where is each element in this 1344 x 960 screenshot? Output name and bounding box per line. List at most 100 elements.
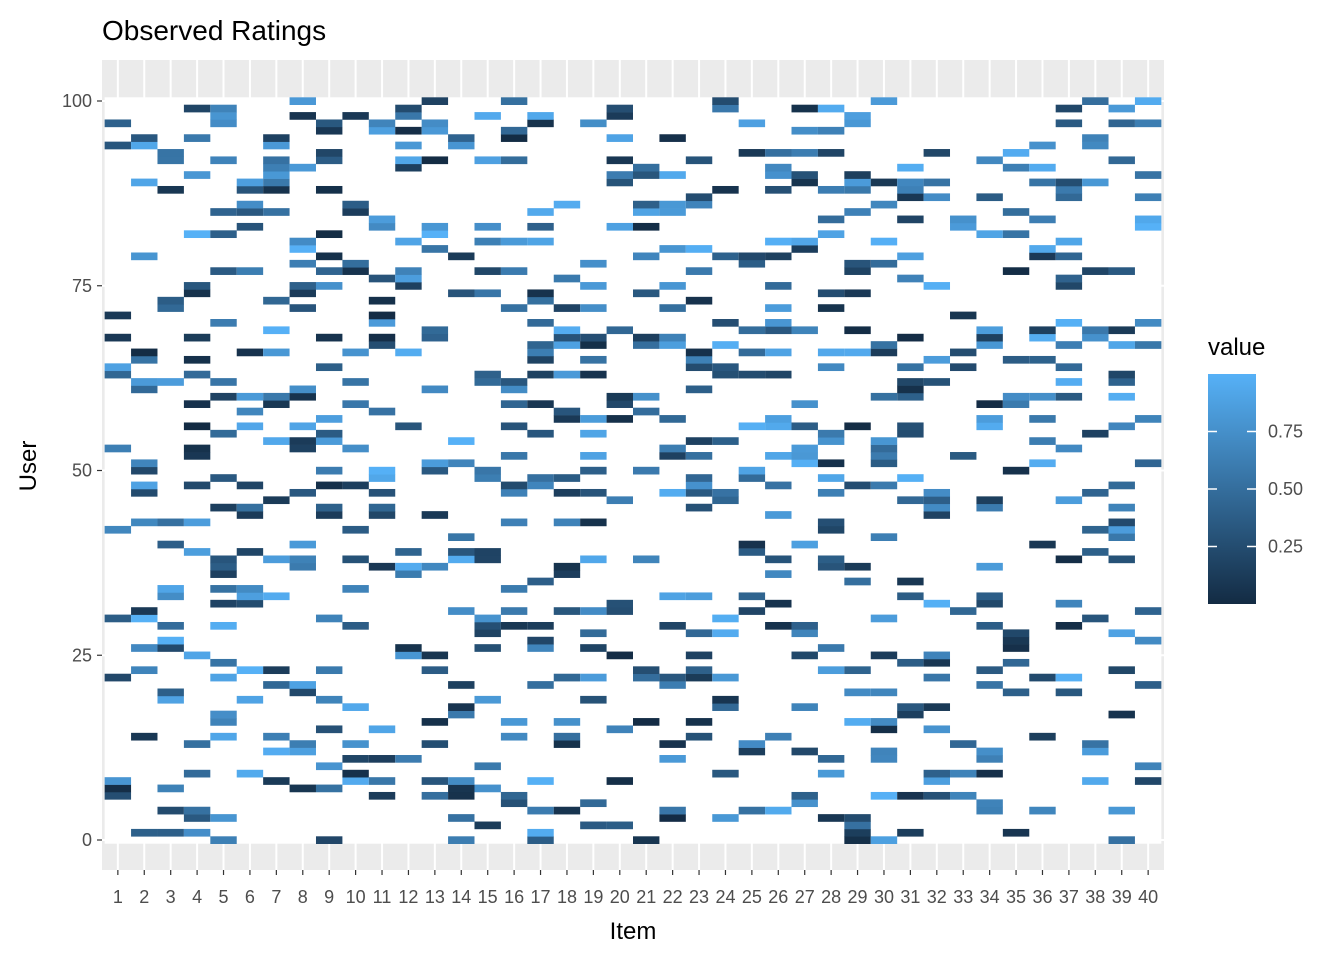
heatmap-cell — [1108, 119, 1135, 128]
heatmap-cell — [870, 444, 898, 453]
heatmap-cell — [923, 282, 951, 290]
heatmap-cell — [923, 777, 951, 785]
heatmap-cell — [1108, 629, 1135, 638]
heatmap-cell — [580, 695, 607, 704]
heatmap-cell — [500, 791, 528, 800]
heatmap-cell — [844, 481, 871, 490]
heatmap-cell — [765, 163, 792, 172]
heatmap-cell — [633, 222, 660, 231]
heatmap-cell — [1082, 333, 1109, 342]
heatmap-cell — [395, 651, 422, 660]
heatmap-cell — [236, 185, 264, 194]
heatmap-cell — [368, 503, 396, 512]
heatmap-cell — [368, 222, 396, 231]
heatmap-cell — [368, 319, 396, 327]
heatmap-cell — [580, 799, 607, 808]
heatmap-cell — [421, 333, 449, 342]
heatmap-cell — [183, 355, 211, 364]
heatmap-cell — [289, 688, 316, 697]
heatmap-cell — [844, 259, 871, 268]
heatmap-cell — [157, 304, 184, 312]
heatmap-cell — [448, 814, 475, 822]
heatmap-cell — [421, 466, 449, 475]
heatmap-cell — [104, 784, 132, 793]
heatmap-cell — [817, 348, 845, 357]
heatmap-cell — [580, 629, 607, 638]
heatmap-cell — [633, 673, 660, 682]
heatmap-cell — [870, 481, 898, 490]
heatmap-cell — [606, 112, 633, 120]
heatmap-cell — [738, 259, 766, 268]
heatmap-cell — [791, 459, 818, 468]
heatmap-cell — [395, 422, 422, 431]
heatmap-cell — [553, 718, 581, 726]
heatmap-cell — [527, 828, 554, 837]
heatmap-cell — [1108, 518, 1135, 527]
heatmap-cell — [897, 252, 924, 261]
heatmap-cell — [131, 355, 158, 364]
heatmap-cell — [527, 400, 554, 408]
heatmap-cell — [1029, 732, 1056, 741]
heatmap-cell — [527, 341, 554, 349]
heatmap-cell — [527, 836, 554, 844]
heatmap-cell — [553, 732, 581, 741]
heatmap-cell — [289, 747, 316, 756]
color-legend: value 0.25 0.50 0.75 — [1208, 334, 1303, 604]
heatmap-cell — [923, 599, 951, 608]
heatmap-cell — [368, 725, 396, 734]
heatmap-cell — [606, 599, 633, 608]
heatmap-cell — [1055, 363, 1083, 372]
heatmap-cell — [553, 326, 581, 335]
heatmap-cell — [765, 304, 792, 312]
x-tick-label: 9 — [324, 887, 334, 907]
heatmap-cell — [659, 806, 686, 815]
heatmap-cell — [897, 791, 924, 800]
heatmap-cell — [553, 415, 581, 423]
heatmap-cell — [791, 703, 818, 711]
heatmap-cell — [1108, 341, 1135, 349]
heatmap-cell — [791, 540, 818, 549]
heatmap-cell — [1108, 555, 1135, 564]
heatmap-cell — [633, 171, 660, 179]
heatmap-cell — [1029, 806, 1056, 815]
heatmap-cell — [104, 370, 132, 379]
heatmap-cell — [421, 740, 449, 748]
heatmap-cell — [157, 806, 184, 815]
y-tick-label: 0 — [82, 830, 92, 850]
x-tick-label: 28 — [821, 887, 841, 907]
heatmap-cell — [870, 718, 898, 726]
heatmap-cell — [870, 651, 898, 660]
heatmap-cell — [289, 385, 316, 394]
heatmap-cell — [1055, 104, 1083, 113]
legend-break-label: 0.25 — [1268, 537, 1303, 557]
heatmap-cell — [1055, 185, 1083, 194]
heatmap-cell — [897, 710, 924, 719]
heatmap-cell — [712, 673, 739, 682]
heatmap-cell — [104, 444, 132, 453]
heatmap-cell — [210, 474, 237, 482]
heatmap-cell — [1029, 540, 1056, 549]
x-tick-label: 11 — [373, 887, 392, 907]
heatmap-cell — [210, 599, 237, 608]
y-tick-label: 100 — [62, 91, 92, 111]
heatmap-cell — [210, 208, 237, 216]
heatmap-cell — [368, 755, 396, 763]
heatmap-cell — [315, 282, 343, 290]
heatmap-cell — [104, 311, 132, 320]
heatmap-cell — [712, 252, 739, 261]
heatmap-cell — [289, 289, 316, 298]
heatmap-cell — [263, 592, 290, 601]
heatmap-cell — [870, 437, 898, 445]
x-tick-label: 15 — [478, 887, 498, 907]
heatmap-cell — [1082, 488, 1109, 497]
heatmap-cell — [976, 681, 1003, 689]
heatmap-cell — [765, 237, 792, 246]
heatmap-cell — [1134, 777, 1162, 785]
heatmap-cell — [183, 370, 211, 379]
heatmap-cell — [1055, 274, 1083, 283]
heatmap-cell — [580, 555, 607, 564]
heatmap-cell — [1055, 496, 1083, 505]
heatmap-cell — [897, 185, 924, 194]
heatmap-cell — [923, 703, 951, 711]
heatmap-cell — [923, 651, 951, 660]
